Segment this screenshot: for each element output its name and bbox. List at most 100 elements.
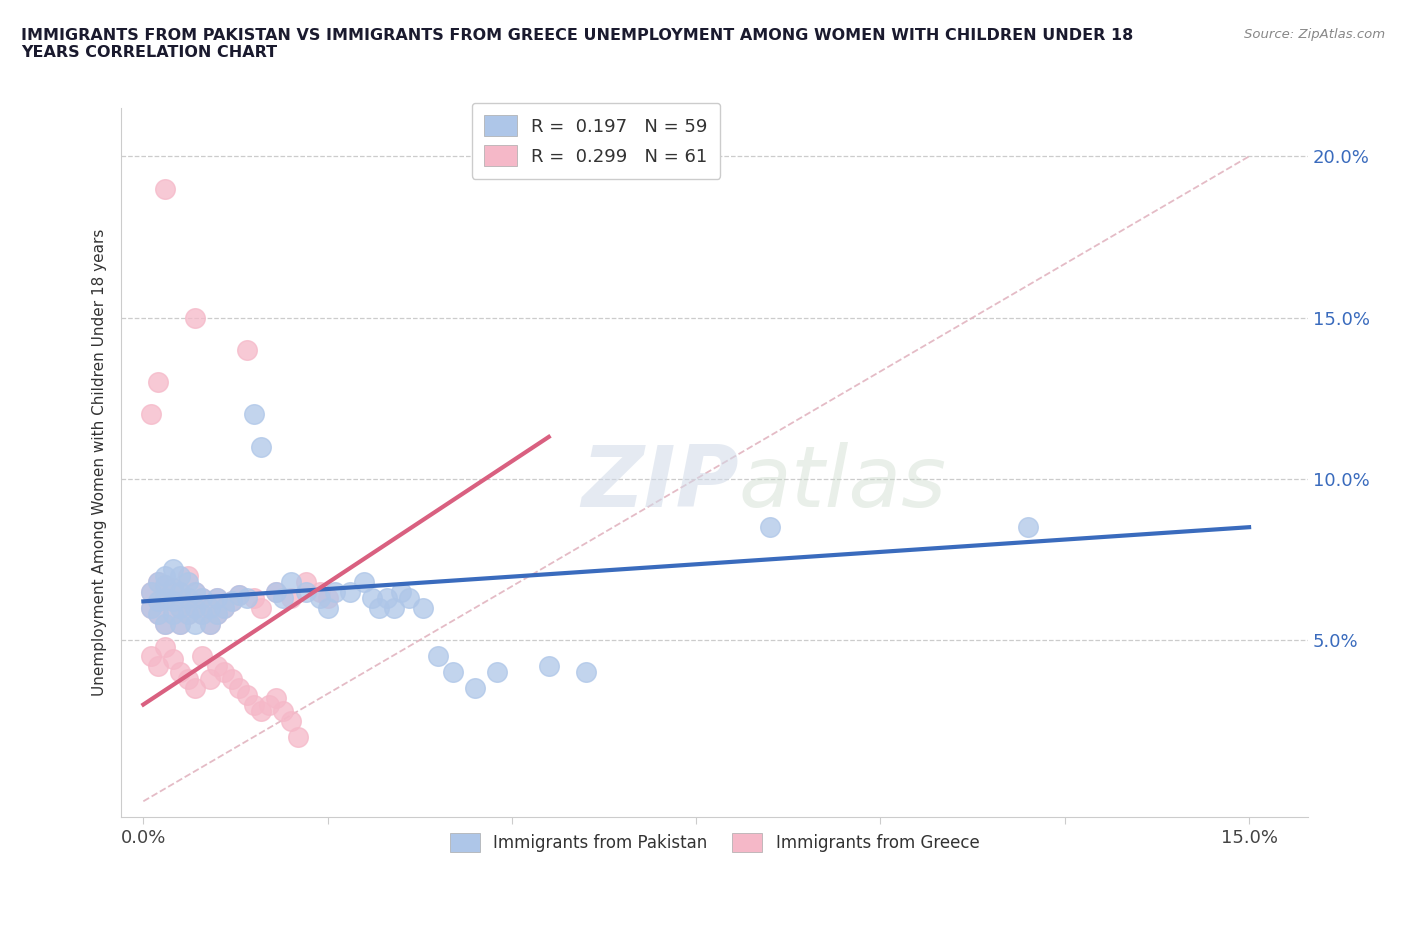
Point bbox=[139, 601, 162, 616]
Point bbox=[198, 617, 221, 631]
Point bbox=[759, 520, 782, 535]
Point bbox=[382, 601, 405, 616]
Point bbox=[214, 665, 236, 680]
Point bbox=[155, 617, 177, 631]
Point bbox=[294, 575, 316, 590]
Point bbox=[176, 591, 198, 605]
Point bbox=[198, 617, 221, 631]
Point bbox=[294, 584, 316, 599]
Point bbox=[184, 601, 207, 616]
Point bbox=[162, 562, 184, 577]
Point bbox=[205, 591, 228, 605]
Point bbox=[198, 671, 221, 686]
Point bbox=[176, 606, 198, 621]
Point bbox=[146, 606, 169, 621]
Point bbox=[264, 584, 287, 599]
Point bbox=[146, 594, 169, 609]
Point bbox=[155, 617, 177, 631]
Point bbox=[235, 687, 257, 702]
Point bbox=[184, 617, 207, 631]
Point bbox=[191, 606, 214, 621]
Point bbox=[250, 601, 273, 616]
Point bbox=[412, 601, 434, 616]
Point bbox=[176, 671, 198, 686]
Point bbox=[191, 606, 214, 621]
Point bbox=[243, 698, 266, 712]
Point bbox=[184, 601, 207, 616]
Point bbox=[243, 407, 266, 422]
Point bbox=[162, 652, 184, 667]
Point bbox=[162, 581, 184, 596]
Point bbox=[139, 584, 162, 599]
Point bbox=[139, 584, 162, 599]
Text: IMMIGRANTS FROM PAKISTAN VS IMMIGRANTS FROM GREECE UNEMPLOYMENT AMONG WOMEN WITH: IMMIGRANTS FROM PAKISTAN VS IMMIGRANTS F… bbox=[21, 28, 1133, 60]
Point bbox=[169, 665, 191, 680]
Point bbox=[375, 591, 398, 605]
Point bbox=[464, 681, 486, 696]
Point bbox=[1017, 520, 1039, 535]
Point bbox=[205, 606, 228, 621]
Point bbox=[191, 591, 214, 605]
Point bbox=[155, 591, 177, 605]
Point bbox=[323, 584, 346, 599]
Point bbox=[176, 591, 198, 605]
Point bbox=[146, 375, 169, 390]
Point bbox=[398, 591, 420, 605]
Point bbox=[198, 601, 221, 616]
Point bbox=[280, 591, 302, 605]
Text: atlas: atlas bbox=[738, 443, 946, 525]
Text: Source: ZipAtlas.com: Source: ZipAtlas.com bbox=[1244, 28, 1385, 41]
Legend: Immigrants from Pakistan, Immigrants from Greece: Immigrants from Pakistan, Immigrants fro… bbox=[443, 826, 986, 858]
Point bbox=[353, 575, 375, 590]
Point bbox=[169, 601, 191, 616]
Point bbox=[169, 617, 191, 631]
Point bbox=[221, 594, 243, 609]
Point bbox=[155, 591, 177, 605]
Point bbox=[368, 601, 391, 616]
Point bbox=[205, 591, 228, 605]
Point bbox=[243, 591, 266, 605]
Point bbox=[169, 601, 191, 616]
Point bbox=[176, 575, 198, 590]
Point bbox=[250, 704, 273, 719]
Point bbox=[221, 594, 243, 609]
Point bbox=[169, 584, 191, 599]
Point bbox=[191, 649, 214, 664]
Point bbox=[139, 407, 162, 422]
Point bbox=[184, 681, 207, 696]
Point bbox=[287, 729, 309, 744]
Point bbox=[198, 601, 221, 616]
Point bbox=[360, 591, 382, 605]
Point bbox=[228, 681, 250, 696]
Point bbox=[169, 584, 191, 599]
Point bbox=[309, 591, 332, 605]
Point bbox=[264, 691, 287, 706]
Point bbox=[264, 584, 287, 599]
Point bbox=[162, 594, 184, 609]
Point bbox=[205, 606, 228, 621]
Point bbox=[184, 311, 207, 325]
Point bbox=[155, 181, 177, 196]
Point bbox=[139, 601, 162, 616]
Point bbox=[486, 665, 509, 680]
Point bbox=[176, 606, 198, 621]
Point bbox=[162, 606, 184, 621]
Point bbox=[146, 658, 169, 673]
Point bbox=[169, 568, 191, 583]
Point bbox=[427, 649, 450, 664]
Point bbox=[139, 649, 162, 664]
Point bbox=[250, 439, 273, 454]
Point bbox=[537, 658, 560, 673]
Point bbox=[155, 578, 177, 592]
Point bbox=[205, 658, 228, 673]
Point bbox=[273, 704, 295, 719]
Point bbox=[169, 617, 191, 631]
Y-axis label: Unemployment Among Women with Children Under 18 years: Unemployment Among Women with Children U… bbox=[93, 229, 107, 697]
Point bbox=[184, 584, 207, 599]
Point bbox=[184, 584, 207, 599]
Point bbox=[235, 342, 257, 357]
Point bbox=[273, 591, 295, 605]
Point bbox=[146, 594, 169, 609]
Point bbox=[441, 665, 464, 680]
Point bbox=[146, 575, 169, 590]
